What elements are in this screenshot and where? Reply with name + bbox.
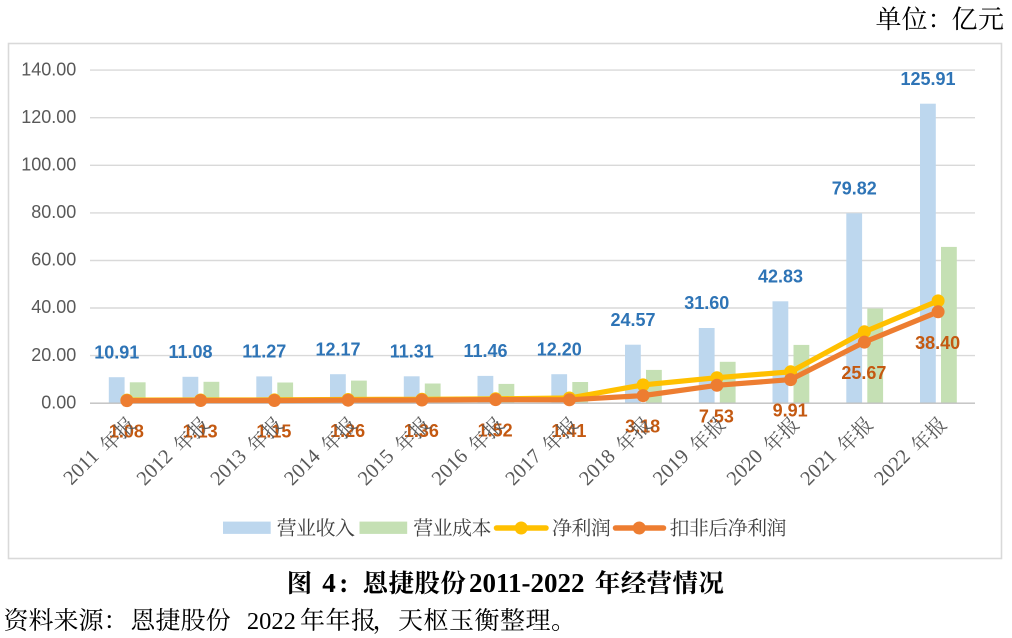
svg-text:25.67: 25.67: [841, 363, 886, 383]
svg-text:125.91: 125.91: [900, 69, 955, 89]
svg-text:4: 4: [322, 568, 336, 598]
svg-text:20.00: 20.00: [31, 345, 76, 365]
svg-text:38.40: 38.40: [915, 333, 960, 353]
svg-text:7.53: 7.53: [699, 406, 734, 426]
svg-text:12.17: 12.17: [315, 339, 360, 359]
svg-text:0.00: 0.00: [41, 392, 76, 412]
svg-text:10.91: 10.91: [94, 342, 139, 362]
svg-text:11.27: 11.27: [242, 342, 286, 362]
svg-text:140.00: 140.00: [21, 59, 76, 79]
svg-text:31.60: 31.60: [684, 293, 729, 313]
svg-text:40.00: 40.00: [31, 297, 76, 317]
svg-text:100.00: 100.00: [21, 155, 76, 175]
svg-text:42.83: 42.83: [758, 267, 803, 287]
svg-text:79.82: 79.82: [832, 179, 877, 199]
svg-text::: :: [339, 568, 348, 598]
svg-text:24.57: 24.57: [610, 310, 655, 330]
svg-text:11.31: 11.31: [390, 342, 434, 362]
svg-text:11.46: 11.46: [463, 341, 507, 361]
svg-text:60.00: 60.00: [31, 250, 76, 270]
svg-text:12.20: 12.20: [537, 339, 582, 359]
svg-text:9.91: 9.91: [773, 401, 808, 421]
svg-text:2022: 2022: [247, 608, 296, 635]
svg-text:3.18: 3.18: [625, 417, 660, 437]
svg-text:11.08: 11.08: [168, 342, 212, 362]
svg-text:2011-2022: 2011-2022: [469, 568, 585, 598]
svg-text:80.00: 80.00: [31, 202, 76, 222]
svg-text:120.00: 120.00: [21, 107, 76, 127]
